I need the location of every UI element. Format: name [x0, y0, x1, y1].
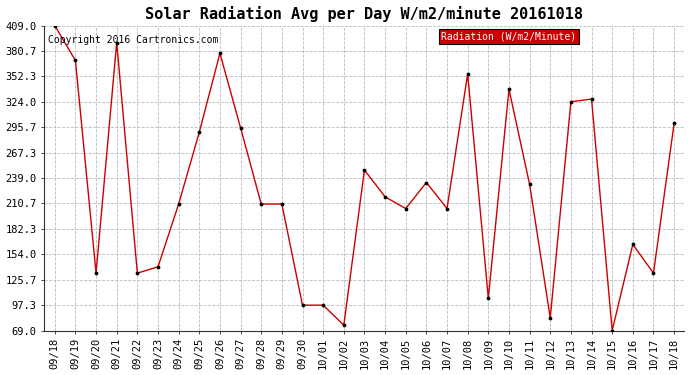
Title: Solar Radiation Avg per Day W/m2/minute 20161018: Solar Radiation Avg per Day W/m2/minute …: [146, 6, 584, 21]
Text: Copyright 2016 Cartronics.com: Copyright 2016 Cartronics.com: [48, 34, 218, 45]
Text: Radiation (W/m2/Minute): Radiation (W/m2/Minute): [441, 32, 576, 42]
